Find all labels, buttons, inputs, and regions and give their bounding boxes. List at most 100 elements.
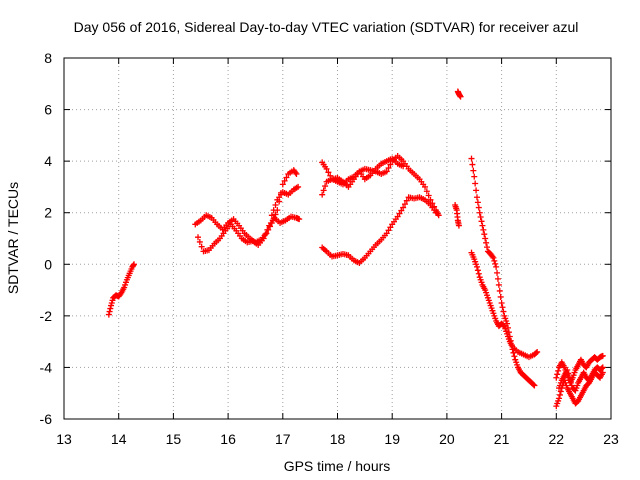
data-point bbox=[283, 174, 290, 181]
data-point bbox=[423, 188, 430, 195]
data-point bbox=[432, 209, 439, 216]
data-point bbox=[556, 391, 563, 398]
data-point bbox=[425, 192, 432, 199]
data-point bbox=[106, 308, 113, 315]
x-tick-label: 20 bbox=[439, 431, 455, 447]
data-point bbox=[131, 261, 138, 268]
series-seg-20.45-A bbox=[468, 155, 538, 389]
data-point bbox=[470, 167, 477, 174]
data-point bbox=[490, 254, 497, 261]
y-tick-label: 0 bbox=[44, 256, 52, 272]
x-tick-labels: 13 14 15 16 17 18 19 20 21 22 23 bbox=[56, 431, 619, 447]
data-point bbox=[387, 224, 394, 231]
data-point bbox=[320, 187, 327, 194]
y-tick-label: 8 bbox=[44, 50, 52, 66]
series-seg-20.15 bbox=[452, 201, 462, 229]
data-point bbox=[267, 223, 274, 230]
data-point bbox=[511, 353, 518, 360]
data-point bbox=[599, 364, 606, 371]
data-point bbox=[427, 196, 434, 203]
data-point bbox=[383, 230, 390, 237]
data-point bbox=[468, 155, 475, 162]
data-point bbox=[471, 173, 478, 180]
data-point bbox=[195, 234, 202, 241]
data-point bbox=[272, 211, 279, 218]
data-point bbox=[477, 214, 484, 221]
data-point bbox=[480, 226, 487, 233]
data-point bbox=[495, 281, 502, 288]
x-tick-label: 16 bbox=[220, 431, 236, 447]
data-point bbox=[296, 216, 303, 223]
data-point bbox=[469, 161, 476, 168]
data-point bbox=[270, 207, 277, 214]
data-point bbox=[491, 257, 498, 264]
y-tick-label: 4 bbox=[44, 153, 52, 169]
y-tick-label: -4 bbox=[40, 359, 53, 375]
data-point bbox=[556, 395, 563, 402]
data-point bbox=[105, 311, 112, 318]
y-tick-label: -6 bbox=[40, 411, 53, 427]
data-point bbox=[387, 161, 394, 168]
data-point bbox=[531, 382, 538, 389]
data-point bbox=[293, 171, 300, 178]
data-point bbox=[500, 308, 507, 315]
data-point bbox=[499, 304, 506, 311]
data-point bbox=[264, 226, 271, 233]
x-axis-label: GPS time / hours bbox=[284, 458, 391, 474]
data-point bbox=[322, 183, 329, 190]
data-point bbox=[272, 201, 279, 208]
data-point bbox=[325, 169, 332, 176]
data-point bbox=[475, 204, 482, 211]
data-point bbox=[497, 293, 504, 300]
series-seg-17.7-mid bbox=[319, 155, 407, 198]
data-point bbox=[473, 263, 480, 270]
data-point bbox=[478, 218, 485, 225]
data-point bbox=[281, 177, 288, 184]
data-point bbox=[260, 235, 267, 242]
data-point bbox=[494, 275, 501, 282]
data-point bbox=[553, 374, 560, 381]
data-point bbox=[263, 230, 270, 237]
data-point bbox=[557, 388, 564, 395]
data-point bbox=[455, 222, 462, 229]
data-point bbox=[292, 169, 299, 176]
data-point bbox=[107, 305, 114, 312]
data-point bbox=[493, 263, 500, 270]
data-point bbox=[473, 187, 480, 194]
axis-ticks bbox=[63, 57, 612, 420]
x-tick-label: 13 bbox=[56, 431, 72, 447]
series-seg-20.45-B bbox=[468, 249, 541, 361]
data-point bbox=[500, 322, 507, 329]
data-point bbox=[564, 367, 571, 374]
data-point bbox=[295, 183, 302, 190]
data-point bbox=[396, 210, 403, 217]
data-point bbox=[530, 381, 537, 388]
data-point bbox=[422, 183, 429, 190]
data-point bbox=[117, 290, 124, 297]
data-point bbox=[476, 209, 483, 216]
data-point bbox=[492, 260, 499, 267]
data-point bbox=[496, 287, 503, 294]
x-tick-label: 17 bbox=[275, 431, 291, 447]
data-point bbox=[533, 349, 540, 356]
y-tick-label: 6 bbox=[44, 102, 52, 118]
y-tick-label: 2 bbox=[44, 205, 52, 221]
data-point bbox=[498, 299, 505, 306]
data-point bbox=[323, 165, 330, 172]
series-seg-15.4-upper bbox=[192, 167, 300, 246]
series-seg-17.7-lower bbox=[319, 194, 439, 266]
series-seg-20.2-high bbox=[454, 88, 464, 100]
data-point bbox=[565, 370, 572, 377]
data-point bbox=[473, 194, 480, 201]
data-point bbox=[457, 93, 464, 100]
data-point bbox=[483, 239, 490, 246]
data-point bbox=[262, 231, 269, 238]
series-seg-16.8-rise bbox=[268, 183, 302, 219]
data-point bbox=[472, 180, 479, 187]
data-point bbox=[598, 365, 605, 372]
y-tick-label: -2 bbox=[40, 308, 53, 324]
data-point bbox=[494, 269, 501, 276]
data-point bbox=[534, 348, 541, 355]
series-seg-22-A bbox=[553, 352, 606, 386]
